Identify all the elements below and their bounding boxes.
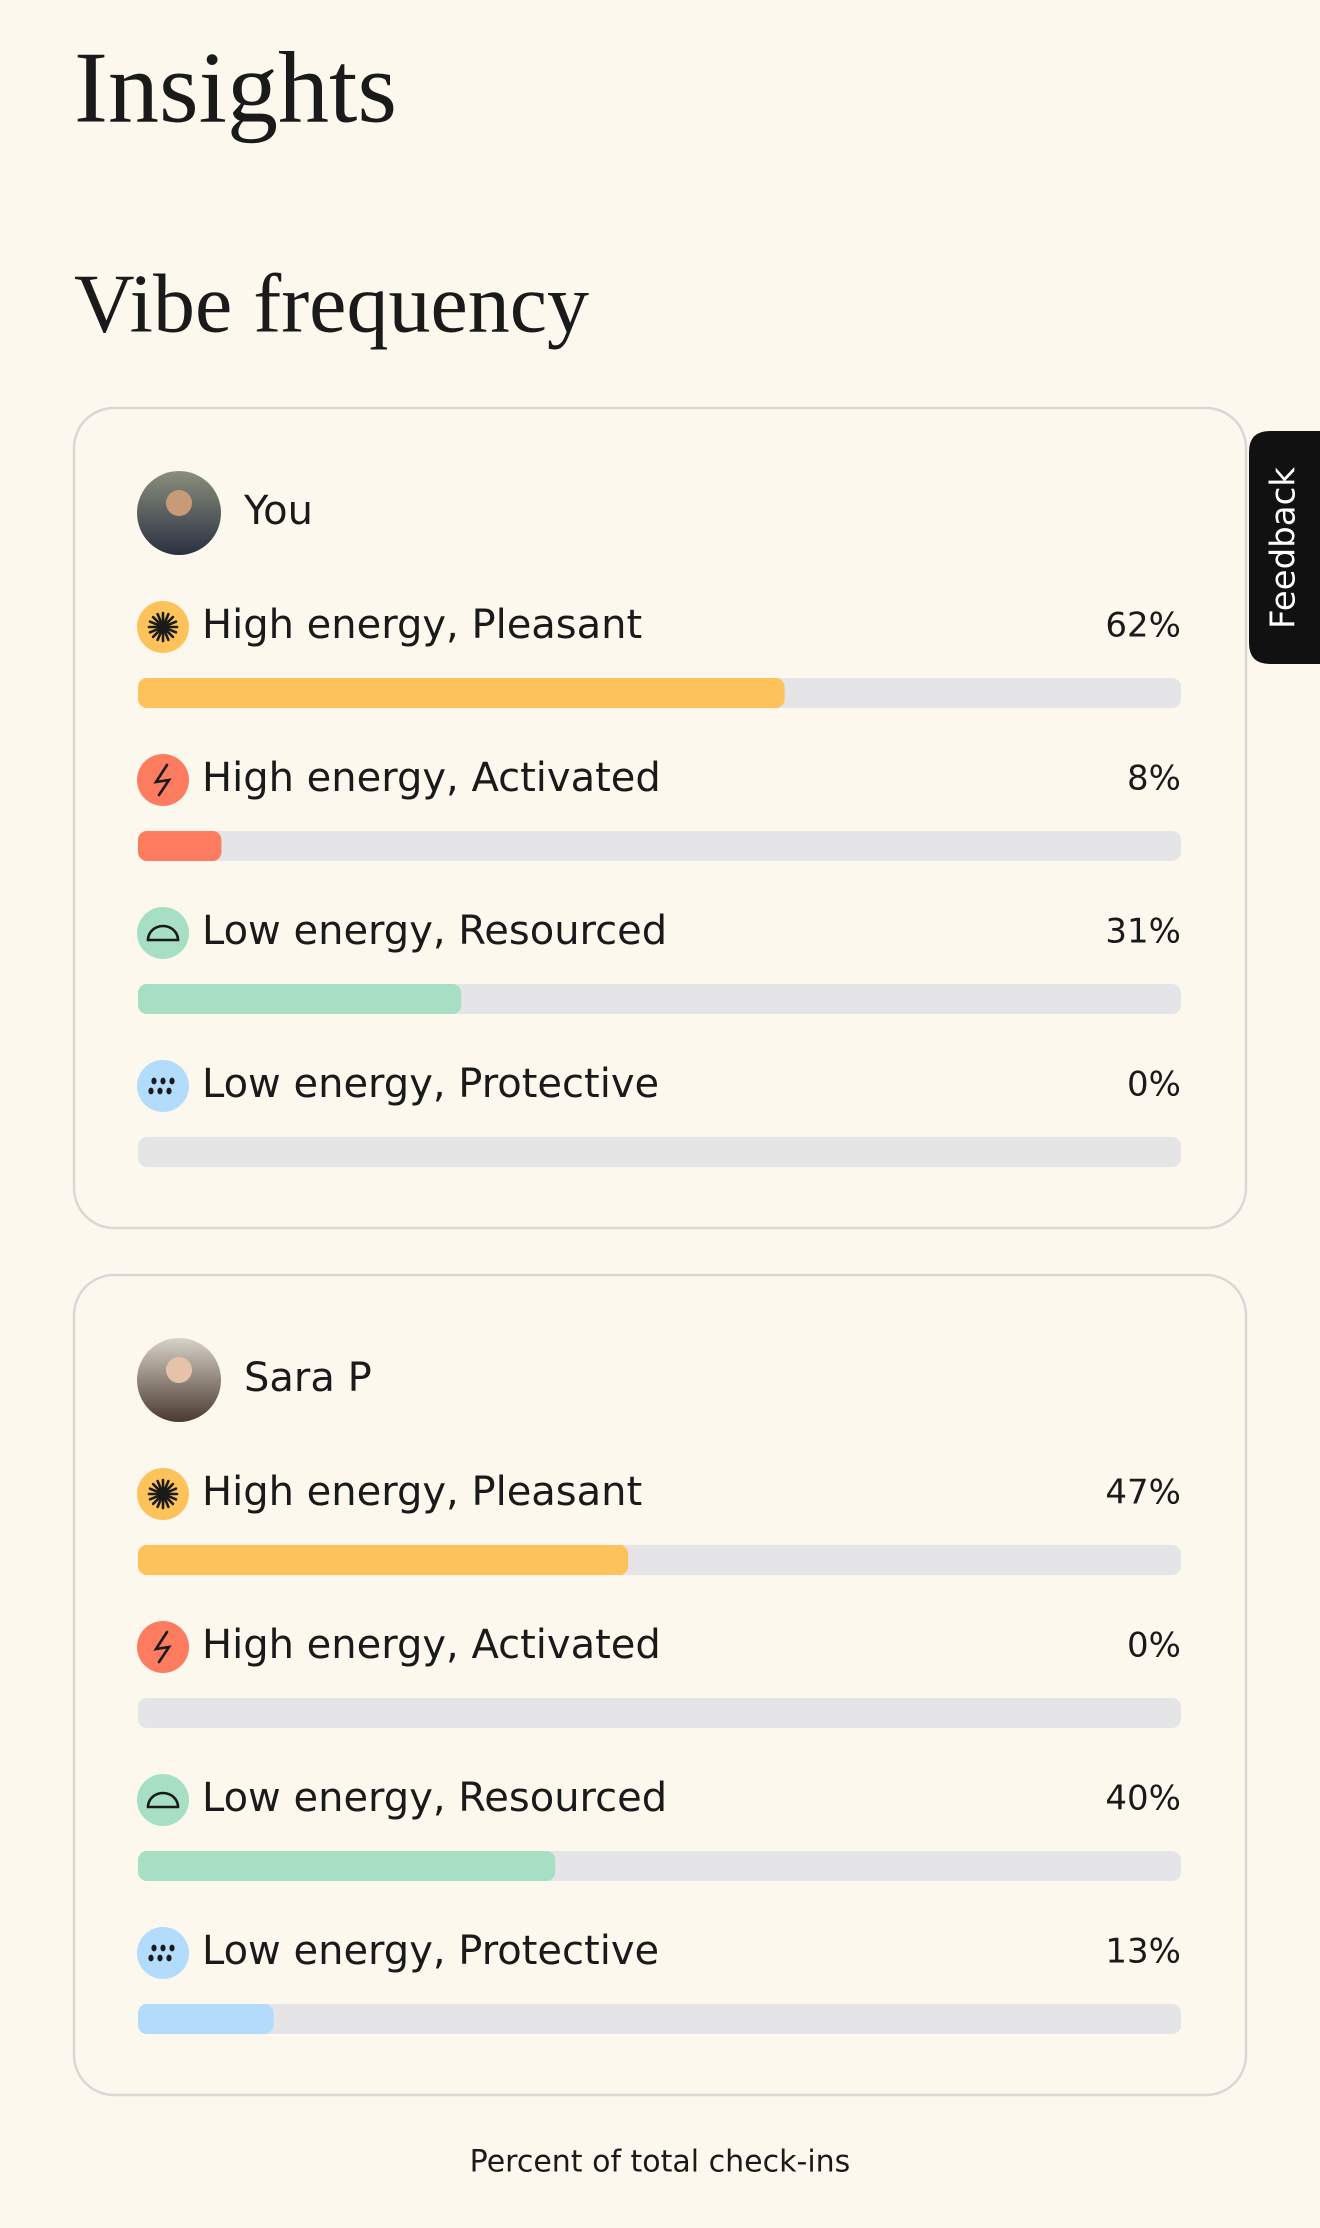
section-title: Vibe frequency xyxy=(74,257,589,350)
feedback-tab-bg[interactable] xyxy=(1249,431,1320,664)
icon-drop xyxy=(169,1077,175,1085)
page-title: Insights xyxy=(74,31,397,144)
icon-drop xyxy=(166,1954,172,1962)
vibe-percent: 47% xyxy=(1105,1473,1181,1513)
person-card xyxy=(72,406,1248,1230)
icon-drop xyxy=(160,1077,166,1085)
vibe-percent: 62% xyxy=(1105,606,1181,646)
vibe-label: Low energy, Protective xyxy=(202,1928,659,1974)
avatar-face xyxy=(166,1357,192,1383)
vibe-percent: 0% xyxy=(1127,1065,1181,1105)
icon-drop xyxy=(157,1954,163,1962)
vibe-icon xyxy=(137,1927,189,1979)
vibe-percent: 0% xyxy=(1127,1626,1181,1666)
vibe-icon xyxy=(137,1060,189,1112)
vibe-icon xyxy=(137,1774,189,1826)
bar-fill xyxy=(138,1545,629,1575)
icon-stroke xyxy=(146,1791,180,1809)
person-name: Sara P xyxy=(244,1355,372,1401)
footer-note: Percent of total check-ins xyxy=(470,2145,851,2180)
vibe-icon xyxy=(137,907,189,959)
vibe-label: High energy, Activated xyxy=(202,1622,661,1668)
icon-drop xyxy=(166,1087,172,1095)
icon-drop xyxy=(148,1087,154,1095)
icon-stroke xyxy=(148,1487,178,1501)
vibe-percent: 13% xyxy=(1105,1932,1181,1972)
icon-stroke xyxy=(148,620,178,634)
vibe-label: High energy, Activated xyxy=(202,755,661,801)
vibe-percent: 40% xyxy=(1105,1779,1181,1819)
bar-fill xyxy=(138,1851,556,1881)
icon-stroke xyxy=(153,763,172,797)
vibe-percent: 31% xyxy=(1105,912,1181,952)
person-name: You xyxy=(243,488,313,534)
vibe-label: High energy, Pleasant xyxy=(202,1469,642,1515)
icon-drop xyxy=(151,1077,157,1085)
vibe-label: Low energy, Resourced xyxy=(202,1775,667,1821)
bar-fill xyxy=(138,831,222,861)
bar-fill xyxy=(138,678,785,708)
bar-fill xyxy=(138,984,462,1014)
icon-drop xyxy=(151,1944,157,1952)
vibe-label: Low energy, Protective xyxy=(202,1061,659,1107)
vibe-percent: 8% xyxy=(1127,759,1181,799)
icon-stroke xyxy=(146,924,180,942)
icon-drop xyxy=(148,1954,154,1962)
bar-track xyxy=(138,831,1181,861)
feedback-tab[interactable]: Feedback xyxy=(1249,431,1320,664)
person-card xyxy=(72,1273,1248,2097)
icon-stroke xyxy=(153,1630,172,1664)
icon-drop xyxy=(160,1944,166,1952)
bar-track xyxy=(138,1137,1181,1167)
bar-track xyxy=(138,1698,1181,1728)
bar-track xyxy=(138,2004,1181,2034)
vibe-label: High energy, Pleasant xyxy=(202,602,642,648)
vibe-label: Low energy, Resourced xyxy=(202,908,667,954)
feedback-label[interactable]: Feedback xyxy=(1264,467,1304,629)
avatar-face xyxy=(166,490,192,516)
icon-drop xyxy=(169,1944,175,1952)
bar-fill xyxy=(138,2004,274,2034)
icon-drop xyxy=(157,1087,163,1095)
